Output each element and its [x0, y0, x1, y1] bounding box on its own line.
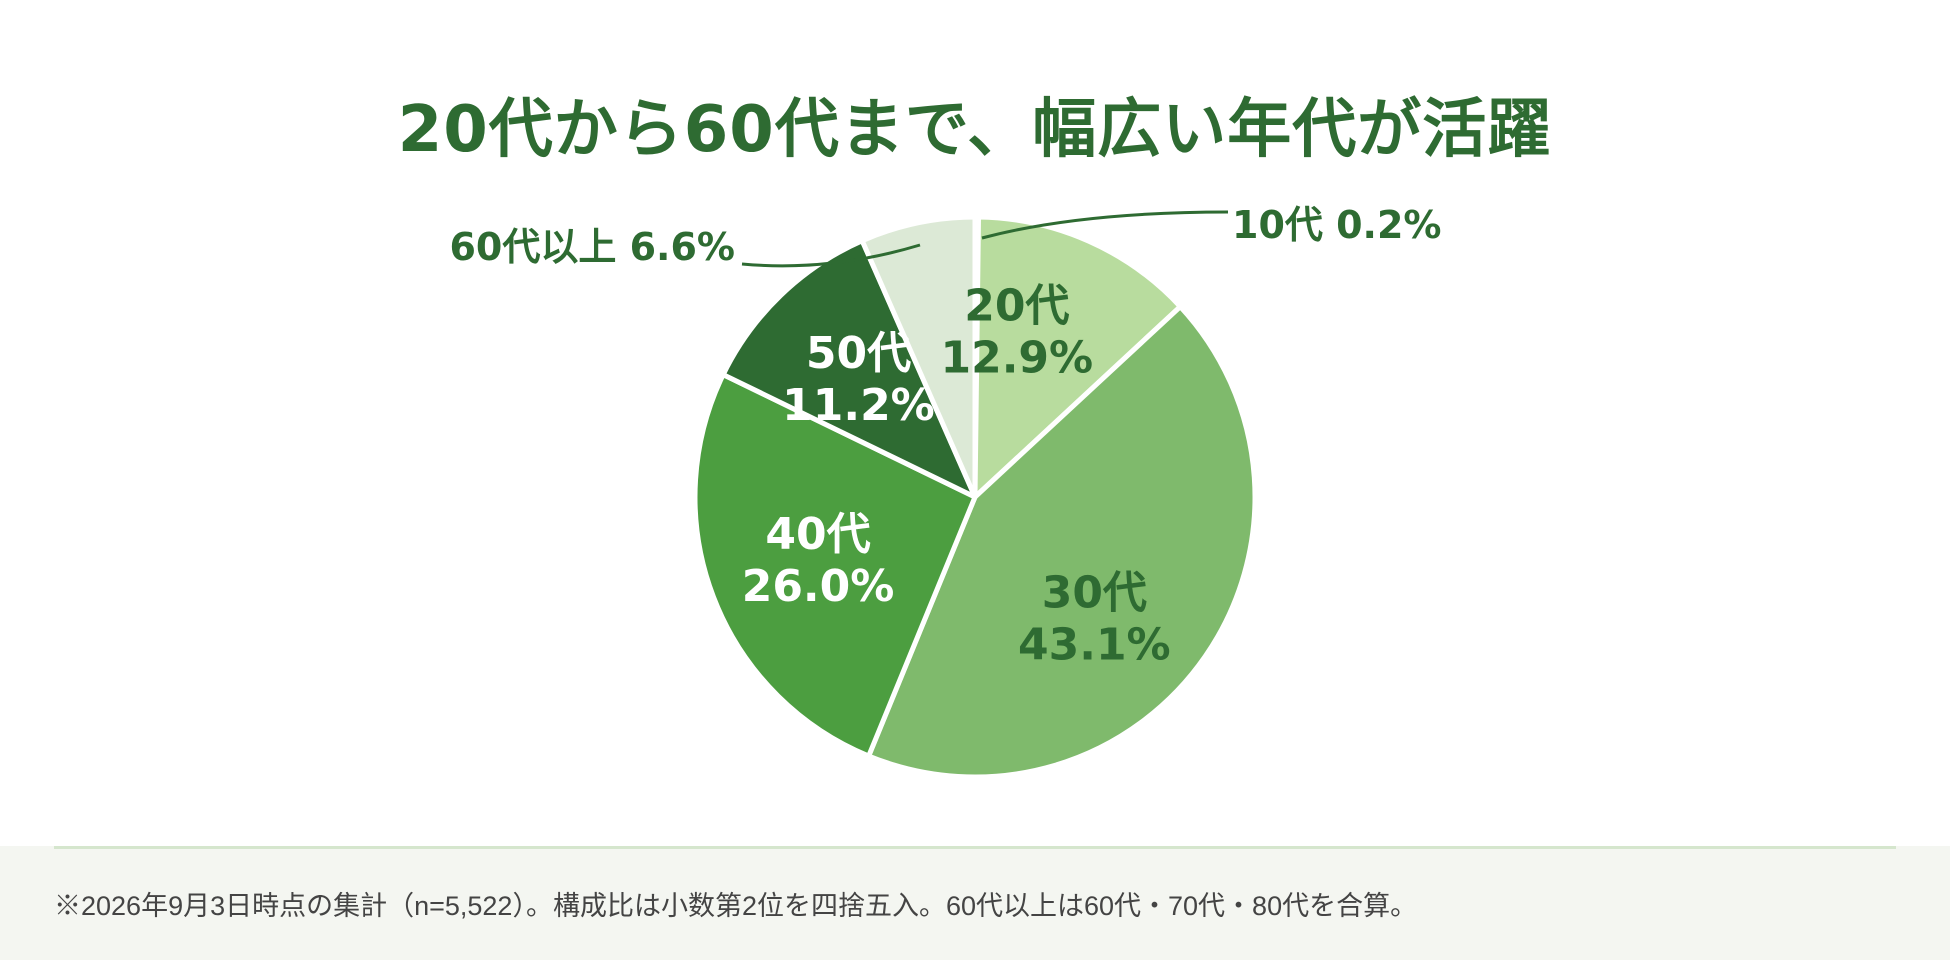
pie-slice-20-1: [972, 214, 1183, 500]
pie-slice-30-2: [866, 304, 1258, 780]
pie-slice-60-5: [859, 214, 978, 500]
slice-value-30-2: 43.1%: [1018, 619, 1171, 670]
slice-label-40-3: 40代: [765, 509, 870, 560]
slice-label-20-1: 20代: [964, 281, 1069, 332]
footer-divider: [54, 846, 1896, 849]
footnote: ※2026年9月3日時点の集計（n=5,522）。構成比は小数第2位を四捨五入。…: [54, 891, 1418, 921]
pie-slice-50-4: [720, 238, 978, 500]
pie-slice-40-3: [692, 372, 978, 759]
callout-label-60-5: 60代以上 6.6%: [449, 225, 735, 269]
slice-value-20-1: 12.9%: [940, 333, 1093, 384]
leader-line-60-5: [741, 243, 921, 268]
callout-labels: 10代 0.2% 60代以上 6.6%: [449, 203, 1441, 269]
slice-value-50-4: 11.2%: [782, 380, 935, 431]
pie-slices: [692, 214, 1258, 780]
slice-label-50-4: 50代: [806, 328, 911, 379]
callout-label-10-0: 10代 0.2%: [1232, 203, 1442, 247]
footer: ※2026年9月3日時点の集計（n=5,522）。構成比は小数第2位を四捨五入。…: [0, 846, 1950, 960]
chart-title: 20代から60代まで、幅広い年代が活躍: [397, 93, 1553, 167]
slice-label-30-2: 30代: [1042, 567, 1147, 618]
leader-line-10-0: [981, 210, 1229, 240]
slice-value-40-3: 26.0%: [742, 561, 895, 612]
